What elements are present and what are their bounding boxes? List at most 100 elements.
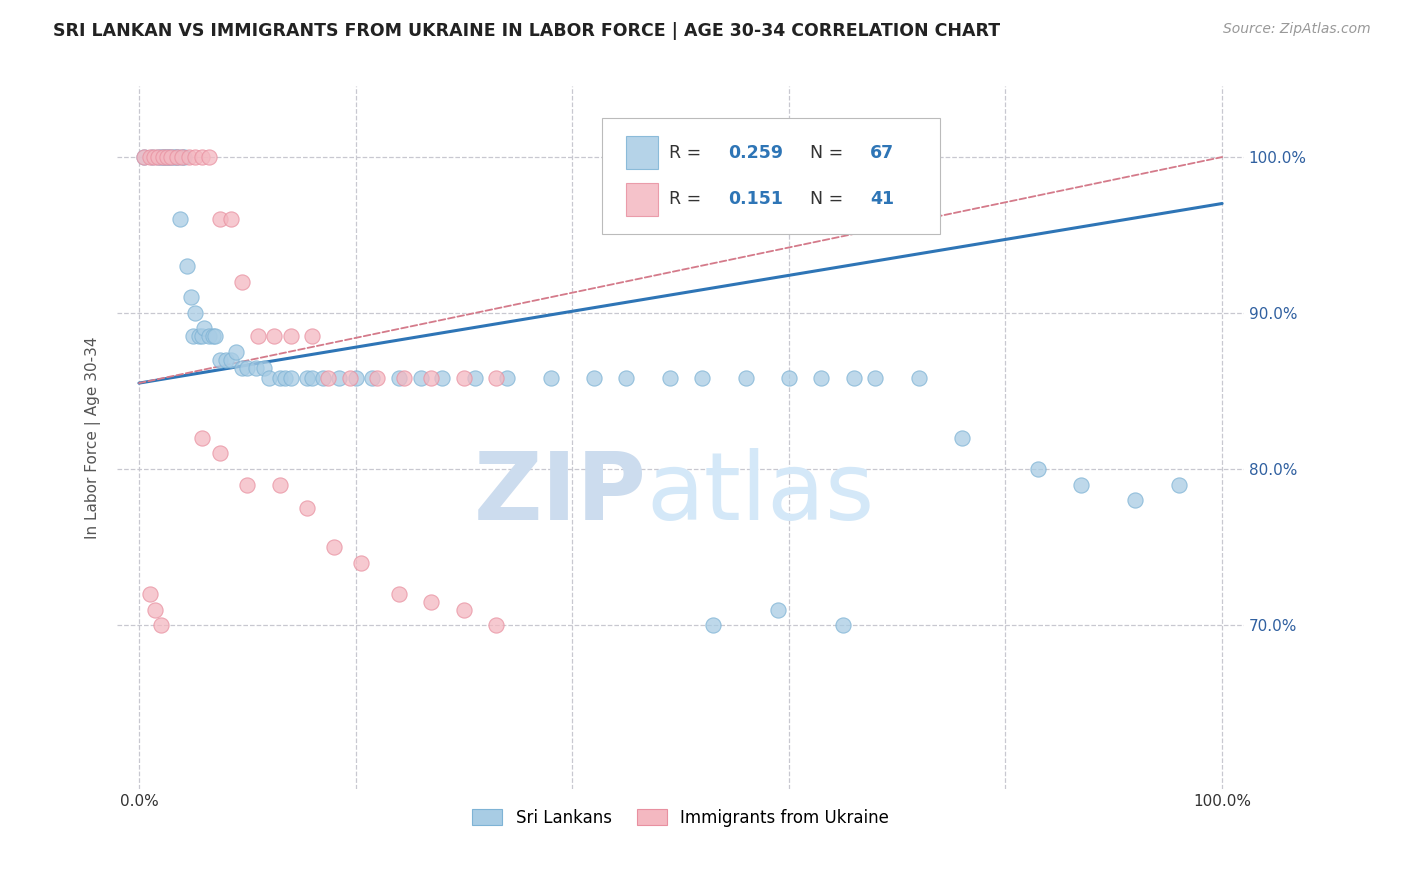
Point [388, 371, 411, 385]
Point [453, 602, 475, 616]
Point [350, 556, 373, 570]
FancyBboxPatch shape [627, 183, 658, 216]
Point [166, 150, 188, 164]
FancyBboxPatch shape [627, 136, 658, 169]
Point [190, 150, 212, 164]
Point [269, 371, 291, 385]
Point [172, 150, 194, 164]
Point [295, 501, 318, 516]
Y-axis label: In Labor Force | Age 30-34: In Labor Force | Age 30-34 [86, 336, 101, 539]
Point [318, 371, 340, 385]
Point [141, 150, 163, 164]
Point [149, 618, 172, 632]
Point [464, 371, 486, 385]
Text: 41: 41 [870, 190, 894, 209]
Point [187, 329, 209, 343]
Point [152, 150, 174, 164]
Point [865, 371, 887, 385]
Point [360, 371, 382, 385]
Text: 0.151: 0.151 [728, 190, 783, 209]
Text: ZIP: ZIP [474, 448, 647, 540]
Point [842, 371, 865, 385]
Point [177, 150, 200, 164]
Point [167, 150, 190, 164]
Point [143, 602, 166, 616]
Point [149, 150, 172, 164]
Point [409, 371, 432, 385]
Point [219, 352, 242, 367]
Point [778, 371, 800, 385]
Point [225, 344, 247, 359]
Point [134, 150, 156, 164]
Point [180, 290, 202, 304]
Legend: Sri Lankans, Immigrants from Ukraine: Sri Lankans, Immigrants from Ukraine [465, 802, 896, 834]
Point [322, 540, 344, 554]
Point [198, 329, 221, 343]
Point [184, 150, 207, 164]
Point [247, 329, 270, 343]
Point [582, 371, 605, 385]
Point [339, 371, 361, 385]
Text: 67: 67 [870, 144, 894, 161]
Point [734, 371, 756, 385]
Point [176, 259, 198, 273]
Point [432, 371, 454, 385]
Point [702, 618, 724, 632]
Point [181, 329, 204, 343]
Point [143, 150, 166, 164]
Point [156, 150, 179, 164]
Point [172, 150, 194, 164]
Point [810, 371, 832, 385]
Point [231, 360, 253, 375]
Point [328, 371, 350, 385]
Point [148, 150, 170, 164]
Point [231, 275, 253, 289]
Point [832, 618, 855, 632]
Point [198, 150, 221, 164]
FancyBboxPatch shape [602, 118, 939, 234]
Point [236, 477, 259, 491]
Point [162, 150, 184, 164]
Text: Source: ZipAtlas.com: Source: ZipAtlas.com [1223, 22, 1371, 37]
Point [201, 329, 224, 343]
Point [658, 371, 681, 385]
Point [366, 371, 388, 385]
Point [209, 352, 232, 367]
Point [1070, 477, 1092, 491]
Point [169, 212, 191, 227]
Text: 0.259: 0.259 [728, 144, 783, 161]
Point [252, 360, 274, 375]
Point [156, 150, 179, 164]
Point [257, 371, 280, 385]
Point [219, 212, 242, 227]
Point [614, 371, 637, 385]
Text: N =: N = [799, 190, 849, 209]
Point [184, 306, 207, 320]
Point [263, 329, 285, 343]
Point [1026, 462, 1049, 476]
Point [485, 618, 508, 632]
Point [301, 329, 323, 343]
Text: SRI LANKAN VS IMMIGRANTS FROM UKRAINE IN LABOR FORCE | AGE 30-34 CORRELATION CHA: SRI LANKAN VS IMMIGRANTS FROM UKRAINE IN… [53, 22, 1001, 40]
Point [160, 150, 183, 164]
Point [153, 150, 176, 164]
Point [193, 321, 215, 335]
Point [453, 371, 475, 385]
Text: N =: N = [799, 144, 849, 161]
Text: R =: R = [669, 190, 707, 209]
Point [295, 371, 318, 385]
Point [236, 360, 259, 375]
Point [394, 371, 416, 385]
Point [190, 329, 212, 343]
Point [420, 595, 443, 609]
Point [280, 329, 302, 343]
Point [908, 371, 931, 385]
Point [209, 212, 232, 227]
Point [301, 371, 323, 385]
Point [312, 371, 335, 385]
Point [280, 371, 302, 385]
Point [1167, 477, 1189, 491]
Point [160, 150, 183, 164]
Point [190, 431, 212, 445]
Point [344, 371, 367, 385]
